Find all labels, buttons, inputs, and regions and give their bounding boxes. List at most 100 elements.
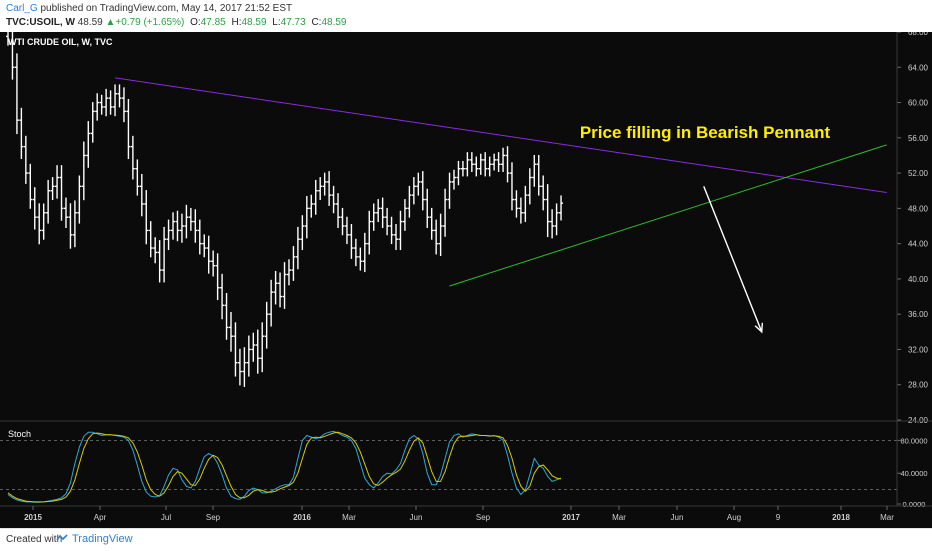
ohlc-bar — [554, 203, 559, 236]
ohlc-bar — [273, 270, 278, 305]
ohlc-bar — [465, 152, 470, 177]
ohlc-bar — [469, 152, 474, 172]
time-tick-label: 2017 — [562, 513, 580, 522]
price-tick-label: 44.00 — [908, 240, 929, 249]
ohlc-bar — [153, 237, 158, 264]
annotation-text[interactable]: Price filling in Bearish Pennant — [580, 123, 831, 142]
price-tick-label: 64.00 — [908, 63, 929, 72]
ohlc-bar — [81, 141, 86, 201]
ohlc-bar — [434, 219, 439, 255]
ohlc-bar — [367, 210, 372, 255]
time-tick-label: 2018 — [832, 513, 850, 522]
ohlc-bar — [197, 219, 202, 255]
ohlc-bar — [41, 203, 46, 240]
ohlc-bar — [130, 135, 135, 180]
ohlc-bar — [179, 213, 184, 243]
ohlc-bar — [344, 216, 349, 245]
ohlc-bar — [59, 165, 64, 221]
ohlc-bar — [72, 200, 77, 248]
ohlc-bar — [63, 197, 68, 228]
ohlc-bar — [474, 156, 479, 177]
ohlc-bar — [358, 247, 363, 271]
ohlc-bar — [242, 347, 247, 387]
ohlc-bar — [117, 84, 122, 108]
ohlc-bar — [300, 215, 305, 251]
ohlc-bar — [318, 177, 323, 200]
ohlc-bar — [527, 168, 532, 205]
ohlc-bar — [126, 99, 131, 159]
ohlc-bar — [336, 193, 341, 228]
ohlc-bar — [215, 253, 220, 301]
ohlc-bar — [184, 204, 189, 239]
low-value: 47.73 — [280, 17, 306, 28]
ohlc-bar — [144, 190, 149, 245]
ohlc-bar — [313, 179, 318, 215]
arrow-shaft — [703, 186, 763, 333]
chart-title: WTI CRUDE OIL, W, TVC — [8, 37, 113, 47]
projection-arrow[interactable] — [703, 186, 764, 334]
author-link[interactable]: Carl_G — [6, 3, 38, 14]
price-pane[interactable] — [0, 32, 897, 420]
low-label: L: — [272, 17, 281, 28]
ohlc-bar — [389, 216, 394, 245]
ohlc-bar — [304, 196, 309, 239]
tradingview-logo-icon — [56, 534, 68, 541]
support-line[interactable] — [449, 144, 887, 287]
ohlc-bar — [523, 185, 528, 223]
support-trendline[interactable] — [449, 144, 887, 287]
ohlc-bar — [135, 159, 140, 196]
ohlc-bar — [148, 221, 153, 258]
ohlc-bar — [50, 177, 55, 200]
price-tick-label: 56.00 — [908, 134, 929, 143]
resistance-trendline[interactable] — [114, 77, 887, 193]
ohlc-bar — [353, 238, 358, 267]
stoch-pane[interactable] — [0, 422, 897, 506]
ohlc-bar — [411, 177, 416, 205]
price-tick-label: 28.00 — [908, 381, 929, 390]
stoch-axis[interactable]: 80.0000 40.0000 0.0000 — [897, 436, 928, 509]
ohlc-bar — [447, 172, 452, 209]
stoch-lines — [7, 430, 562, 503]
ohlc-bar — [77, 175, 82, 224]
ohlc-bar — [188, 207, 193, 231]
time-tick-label: Apr — [94, 513, 107, 522]
ohlc-bar — [385, 207, 390, 236]
chart-frame[interactable]: WTI CRUDE OIL, W, TVC 68.00 64.00 60.00 56.… — [0, 15, 932, 528]
tradingview-brand[interactable]: TradingView — [56, 533, 133, 545]
ohlc-bar — [514, 190, 519, 218]
close-value: 48.59 — [321, 17, 347, 28]
chart-header: Carl_G published on TradingView.com, May… — [0, 0, 932, 32]
time-tick-label: Sep — [476, 513, 491, 522]
price-tick-label: 68.00 — [908, 32, 929, 37]
symbol-label: TVC:USOIL, W — [6, 17, 75, 28]
ohlc-bar — [14, 53, 19, 135]
ohlc-bar — [425, 188, 430, 228]
ohlc-bar — [376, 199, 381, 223]
time-tick-label: Jun — [671, 513, 684, 522]
created-with-text: Created with — [6, 534, 63, 545]
ohlc-bar — [380, 197, 385, 228]
price-tick-label: 32.00 — [908, 345, 929, 354]
ohlc-bar — [309, 194, 314, 218]
time-tick-label: 2016 — [293, 513, 311, 522]
ohlc-bar — [157, 240, 162, 283]
price-axis[interactable]: 68.00 64.00 60.00 56.00 52.00 48.00 44.00 40.00… — [897, 28, 929, 425]
ohlc-bar — [340, 207, 345, 236]
ohlc-bar — [536, 155, 541, 196]
ohlc-bar — [550, 209, 555, 239]
price-tick-label: 36.00 — [908, 310, 929, 319]
ohlc-bar — [46, 179, 51, 224]
chart-canvas[interactable]: WTI CRUDE OIL, W, TVC 68.00 64.00 60.00 56.… — [0, 15, 932, 528]
resistance-line[interactable] — [114, 77, 887, 193]
ohlc-bar — [28, 163, 33, 209]
ohlc-bar — [229, 311, 233, 352]
ohlc-bar — [260, 322, 265, 373]
ohlc-bar — [90, 102, 95, 143]
ohlc-bar — [95, 93, 100, 121]
price-tick-label: 48.00 — [908, 204, 929, 213]
ohlc-bar — [327, 171, 332, 206]
published-text: published on TradingView.com, May 14, 20… — [40, 3, 293, 14]
last-price: 48.59 — [77, 17, 103, 28]
ohlc-bar — [282, 262, 287, 309]
time-axis[interactable]: 2015 Apr Jul Sep 2016 Mar Jun Sep 2017 Mar Jun Aug 9… — [24, 506, 894, 522]
